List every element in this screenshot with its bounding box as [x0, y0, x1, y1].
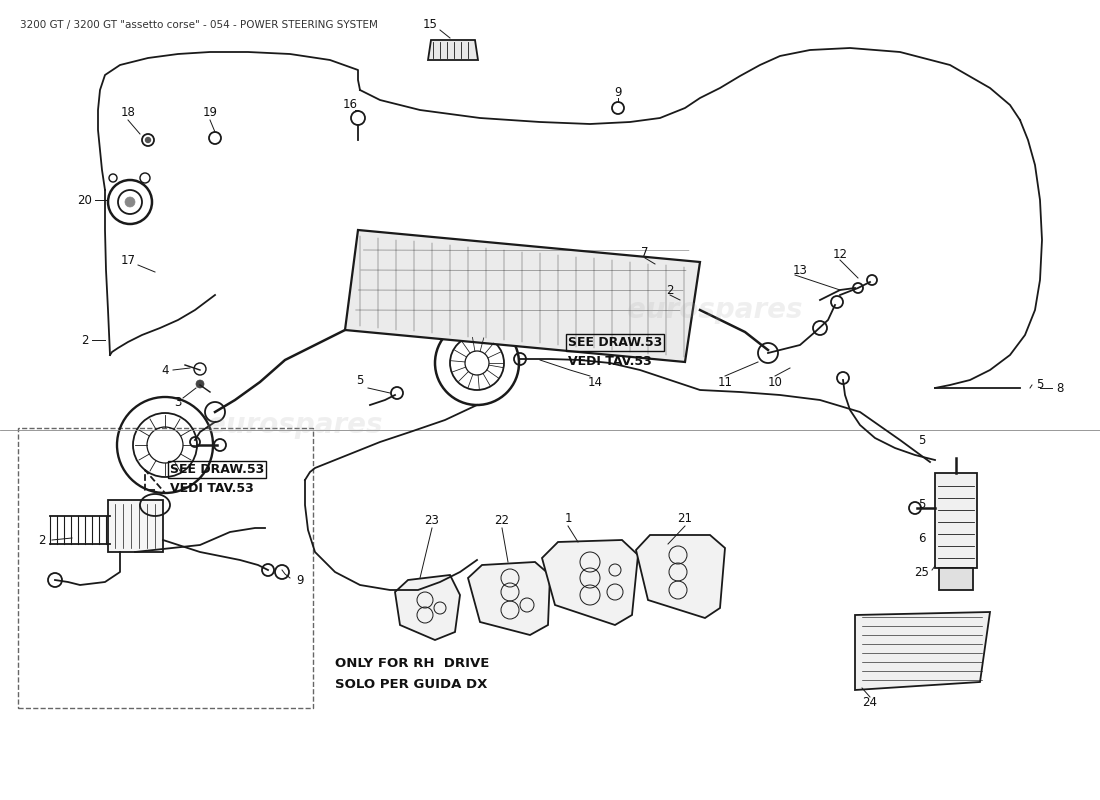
Bar	[108, 500, 163, 552]
Text: 2: 2	[667, 283, 673, 297]
Text: eurospares: eurospares	[627, 296, 803, 324]
Text: 1: 1	[564, 511, 572, 525]
Text: 22: 22	[495, 514, 509, 526]
Circle shape	[196, 380, 204, 388]
Bar	[935, 473, 977, 568]
Text: 2: 2	[81, 334, 89, 346]
Circle shape	[145, 138, 151, 142]
Text: 14: 14	[587, 375, 603, 389]
Circle shape	[125, 197, 135, 207]
Text: 12: 12	[833, 249, 847, 262]
Text: 24: 24	[862, 697, 878, 710]
Text: SEE DRAW.53: SEE DRAW.53	[568, 336, 662, 349]
Polygon shape	[395, 575, 460, 640]
Text: 10: 10	[768, 375, 782, 389]
Polygon shape	[428, 40, 478, 60]
Bar	[18, 428, 314, 708]
Text: SEE DRAW.53: SEE DRAW.53	[170, 463, 264, 476]
Text: 6: 6	[918, 531, 926, 545]
Polygon shape	[855, 612, 990, 690]
Text: 5: 5	[918, 434, 926, 446]
Text: VEDI TAV.53: VEDI TAV.53	[170, 482, 254, 495]
Text: SOLO PER GUIDA DX: SOLO PER GUIDA DX	[336, 678, 487, 691]
Text: 17: 17	[121, 254, 135, 266]
Text: 16: 16	[342, 98, 358, 111]
Text: 3200 GT / 3200 GT "assetto corse" - 054 - POWER STEERING SYSTEM: 3200 GT / 3200 GT "assetto corse" - 054 …	[20, 20, 378, 30]
Text: eurospares: eurospares	[207, 411, 383, 439]
Text: 9: 9	[296, 574, 304, 586]
Text: 7: 7	[641, 246, 649, 258]
Text: 15: 15	[422, 18, 438, 31]
Text: 5: 5	[356, 374, 364, 386]
Text: 13: 13	[793, 263, 807, 277]
Text: 5: 5	[918, 498, 926, 511]
Polygon shape	[542, 540, 638, 625]
Text: 19: 19	[202, 106, 218, 118]
Text: VEDI TAV.53: VEDI TAV.53	[568, 355, 651, 368]
Text: 21: 21	[678, 511, 693, 525]
Text: 4: 4	[162, 363, 168, 377]
Polygon shape	[468, 562, 550, 635]
Polygon shape	[636, 535, 725, 618]
Polygon shape	[345, 230, 700, 362]
Text: 23: 23	[425, 514, 439, 526]
Text: 11: 11	[717, 375, 733, 389]
Text: 5: 5	[1036, 378, 1044, 391]
Text: 2: 2	[39, 534, 46, 546]
Text: 18: 18	[121, 106, 135, 118]
Text: 9: 9	[614, 86, 622, 98]
Text: 25: 25	[914, 566, 929, 578]
Bar	[939, 568, 974, 590]
Text: 8: 8	[1056, 382, 1064, 394]
Text: 20: 20	[78, 194, 92, 206]
Text: ONLY FOR RH  DRIVE: ONLY FOR RH DRIVE	[336, 657, 490, 670]
Text: 3: 3	[174, 395, 182, 409]
